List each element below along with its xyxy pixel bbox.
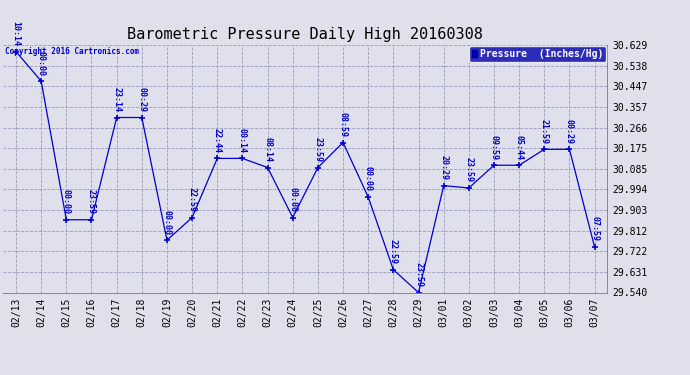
- Title: Barometric Pressure Daily High 20160308: Barometric Pressure Daily High 20160308: [128, 27, 483, 42]
- Text: 21:59: 21:59: [540, 119, 549, 144]
- Text: 00:29: 00:29: [137, 87, 146, 112]
- Text: 00:00: 00:00: [62, 189, 71, 214]
- Text: 23:14: 23:14: [112, 87, 121, 112]
- Text: 22:59: 22:59: [389, 239, 398, 264]
- Text: 08:14: 08:14: [263, 137, 272, 162]
- Text: 00:29: 00:29: [565, 119, 574, 144]
- Text: 00:00: 00:00: [37, 51, 46, 76]
- Text: 10:14: 10:14: [12, 21, 21, 46]
- Text: 05:44: 05:44: [515, 135, 524, 160]
- Text: 23:59: 23:59: [313, 137, 322, 162]
- Text: Copyright 2016 Cartronics.com: Copyright 2016 Cartronics.com: [5, 48, 139, 57]
- Text: 23:59: 23:59: [414, 262, 423, 287]
- Text: 00:14: 00:14: [238, 128, 247, 153]
- Text: 00:00: 00:00: [288, 187, 297, 212]
- Text: 22:59: 22:59: [188, 187, 197, 212]
- Text: 23:59: 23:59: [87, 189, 96, 214]
- Text: 08:59: 08:59: [339, 112, 348, 137]
- Text: 20:29: 20:29: [439, 155, 449, 180]
- Legend: Pressure  (Inches/Hg): Pressure (Inches/Hg): [469, 46, 607, 62]
- Text: 00:00: 00:00: [364, 166, 373, 192]
- Text: 23:59: 23:59: [464, 158, 473, 182]
- Text: 00:00: 00:00: [162, 210, 172, 235]
- Text: 07:59: 07:59: [590, 216, 599, 242]
- Text: 09:59: 09:59: [489, 135, 498, 160]
- Text: 22:44: 22:44: [213, 128, 221, 153]
